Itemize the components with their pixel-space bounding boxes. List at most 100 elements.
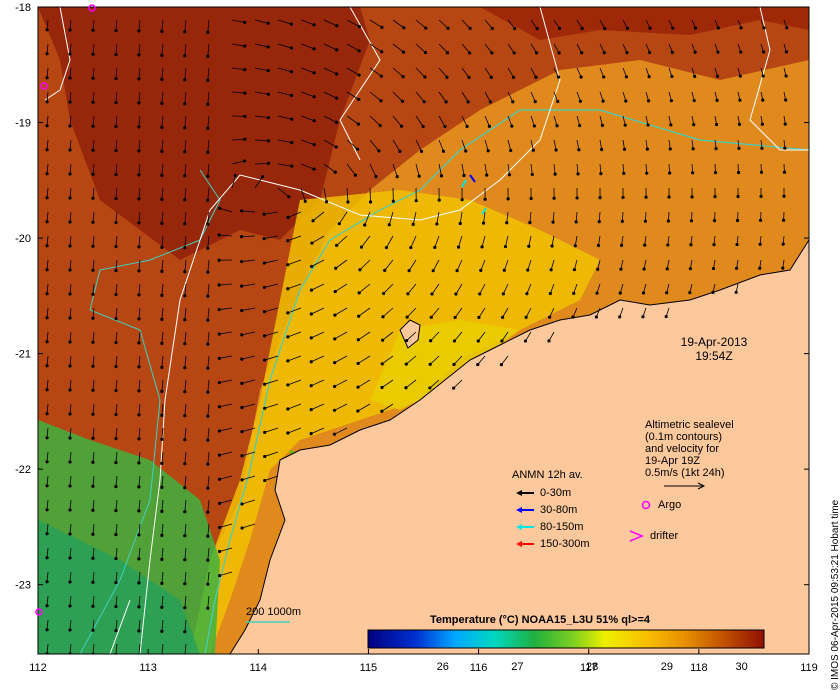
velocity-arrow-head bbox=[206, 607, 209, 610]
velocity-arrow-head bbox=[286, 359, 289, 362]
velocity-arrow-head bbox=[160, 486, 163, 489]
velocity-arrow-head bbox=[137, 653, 140, 656]
velocity-arrow-head bbox=[206, 487, 209, 490]
velocity-arrow-head bbox=[68, 412, 71, 415]
velocity-arrow-head bbox=[218, 381, 221, 384]
velocity-arrow-head bbox=[218, 502, 221, 505]
velocity-arrow-head bbox=[243, 21, 246, 24]
velocity-arrow-head bbox=[643, 244, 646, 247]
y-tick-label: -18 bbox=[15, 2, 31, 14]
velocity-arrow-head bbox=[240, 430, 243, 433]
velocity-arrow-head bbox=[68, 628, 71, 631]
velocity-arrow-head bbox=[625, 51, 628, 54]
x-tick-label: 115 bbox=[360, 662, 378, 674]
velocity-arrow-head bbox=[206, 103, 209, 106]
velocity-arrow-head bbox=[45, 580, 48, 583]
velocity-arrow-head bbox=[160, 342, 163, 345]
velocity-arrow-head bbox=[218, 526, 221, 529]
velocity-arrow-head bbox=[642, 291, 645, 294]
velocity-arrow-head bbox=[206, 247, 209, 250]
velocity-arrow-head bbox=[91, 53, 94, 56]
velocity-arrow-head bbox=[137, 509, 140, 512]
velocity-arrow-head bbox=[356, 386, 359, 389]
velocity-arrow-head bbox=[423, 100, 426, 103]
velocity-arrow-head bbox=[114, 485, 117, 488]
anmn-depth-label: 0-30m bbox=[540, 487, 571, 499]
velocity-arrow-head bbox=[206, 583, 209, 586]
velocity-arrow-head bbox=[462, 174, 465, 177]
x-tick-label: 114 bbox=[250, 662, 268, 674]
velocity-arrow-head bbox=[206, 127, 209, 130]
velocity-arrow-head bbox=[717, 26, 720, 29]
velocity-arrow-head bbox=[602, 75, 605, 78]
velocity-arrow-head bbox=[68, 76, 71, 79]
velocity-arrow-head bbox=[114, 461, 117, 464]
x-tick-label: 112 bbox=[29, 662, 47, 674]
velocity-arrow-head bbox=[333, 314, 336, 317]
velocity-arrow-head bbox=[91, 173, 94, 176]
velocity-arrow-head bbox=[358, 291, 361, 294]
velocity-arrow-head bbox=[549, 292, 552, 295]
velocity-arrow-head bbox=[160, 126, 163, 129]
velocity-arrow-head bbox=[715, 99, 718, 102]
velocity-arrow-head bbox=[716, 75, 719, 78]
velocity-arrow-head bbox=[183, 246, 186, 249]
velocity-arrow-head bbox=[137, 269, 140, 272]
velocity-arrow-head bbox=[160, 462, 163, 465]
velocity-arrow-head bbox=[114, 317, 117, 320]
velocity-arrow-head bbox=[334, 267, 337, 270]
velocity-arrow-head bbox=[420, 150, 423, 153]
date-stamp: 19-Apr-2013 19:54Z bbox=[672, 335, 756, 363]
velocity-arrow-head bbox=[313, 71, 316, 74]
velocity-arrow-head bbox=[452, 363, 455, 366]
velocity-arrow-head bbox=[551, 221, 554, 224]
velocity-arrow-head bbox=[45, 268, 48, 271]
velocity-arrow-head bbox=[263, 455, 266, 458]
velocity-arrow-head bbox=[482, 222, 485, 225]
colorbar-tick-label: 30 bbox=[735, 661, 747, 673]
drifter-legend-icon bbox=[628, 529, 644, 543]
velocity-arrow-head bbox=[477, 316, 480, 319]
velocity-arrow-head bbox=[206, 271, 209, 274]
velocity-arrow-head bbox=[670, 99, 673, 102]
velocity-arrow-head bbox=[267, 45, 270, 48]
velocity-arrow-head bbox=[137, 77, 140, 80]
velocity-arrow-head bbox=[206, 343, 209, 346]
velocity-arrow-head bbox=[333, 337, 336, 340]
velocity-arrow-head bbox=[692, 147, 695, 150]
velocity-arrow-head bbox=[781, 267, 784, 270]
x-tick-label: 113 bbox=[139, 662, 157, 674]
velocity-arrow-head bbox=[183, 318, 186, 321]
velocity-arrow-head bbox=[402, 26, 405, 29]
y-tick-label: -23 bbox=[15, 580, 31, 592]
velocity-arrow-head bbox=[114, 29, 117, 32]
velocity-arrow-head bbox=[68, 28, 71, 31]
velocity-arrow-head bbox=[712, 243, 715, 246]
velocity-arrow-head bbox=[68, 220, 71, 223]
velocity-arrow-head bbox=[91, 437, 94, 440]
velocity-arrow-head bbox=[114, 101, 117, 104]
velocity-arrow-head bbox=[485, 173, 488, 176]
velocity-arrow-head bbox=[68, 268, 71, 271]
velocity-arrow-head bbox=[648, 51, 651, 54]
velocity-arrow-head bbox=[595, 292, 598, 295]
velocity-arrow-head bbox=[476, 363, 479, 366]
velocity-arrow-head bbox=[240, 235, 243, 238]
velocity-arrow-head bbox=[430, 316, 433, 319]
velocity-arrow-head bbox=[642, 267, 645, 270]
velocity-arrow-head bbox=[689, 267, 692, 270]
velocity-arrow-head bbox=[333, 361, 336, 364]
velocity-arrow-head bbox=[688, 291, 691, 294]
velocity-arrow-head bbox=[68, 196, 71, 199]
velocity-arrow-head bbox=[693, 75, 696, 78]
velocity-arrow-head bbox=[598, 220, 601, 223]
velocity-arrow-head bbox=[335, 48, 338, 51]
velocity-arrow-head bbox=[310, 336, 313, 339]
velocity-arrow-head bbox=[45, 604, 48, 607]
velocity-arrow-head bbox=[508, 173, 511, 176]
velocity-arrow-head bbox=[286, 263, 289, 266]
velocity-arrow-head bbox=[335, 97, 338, 100]
velocity-arrow-head bbox=[500, 363, 503, 366]
colorbar-tick-label: 28 bbox=[586, 661, 598, 673]
velocity-arrow-head bbox=[468, 51, 471, 54]
